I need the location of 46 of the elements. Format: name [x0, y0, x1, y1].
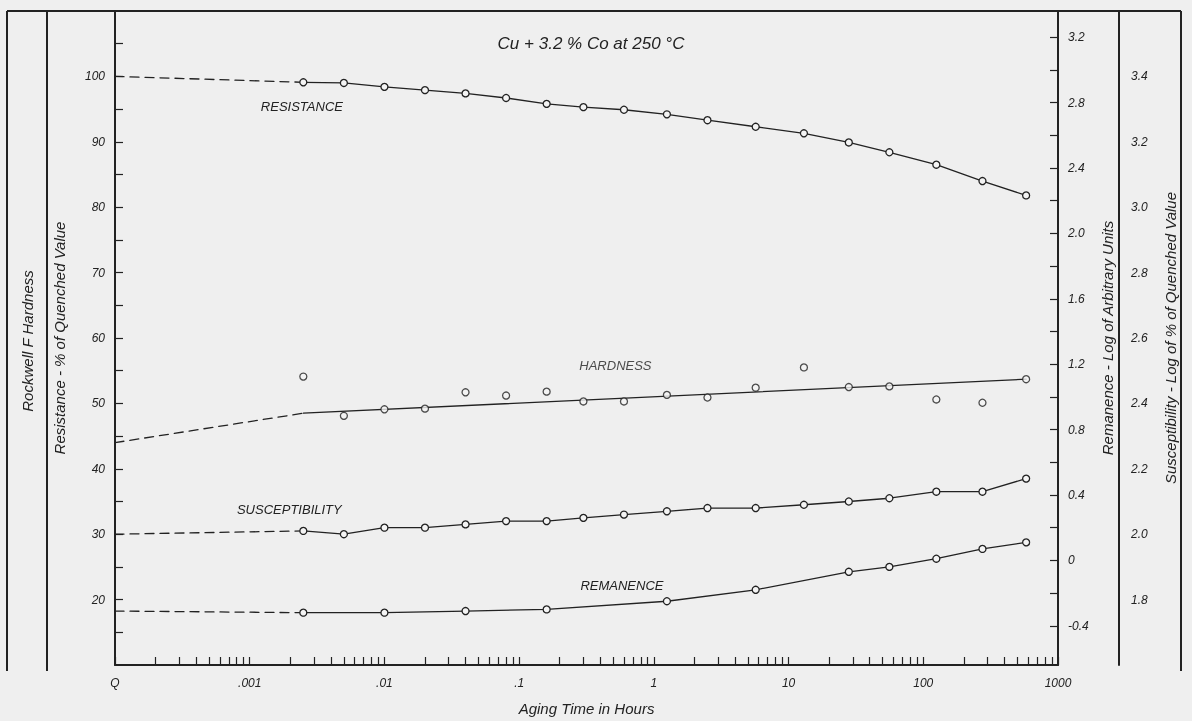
y3-tick-label: 1.8	[1131, 592, 1149, 607]
series-label: HARDNESS	[579, 358, 652, 374]
y2-tick-label: 2.4	[1067, 160, 1086, 175]
x-tick-label: Q	[110, 676, 120, 690]
y3-tick-label: 3.4	[1131, 69, 1149, 84]
y-tick-label: 50	[91, 396, 106, 411]
y2-tick-label: 1.2	[1068, 357, 1086, 372]
text: Cu + 3.2 % Co at 250 °C	[497, 34, 686, 53]
y-tick-label: 90	[91, 134, 106, 149]
y-tick-label: 20	[90, 592, 106, 607]
x-tick-label: 1	[650, 676, 658, 690]
x-axis-title: Aging Time in Hours	[517, 700, 655, 717]
y2-tick-label: 2.8	[1067, 95, 1086, 110]
y-tick-label: 60	[91, 331, 106, 345]
y3-axis-title: Susceptibility - Log of % of Quenched Value	[1162, 191, 1179, 485]
y-tick-label: 70	[91, 265, 106, 280]
x-tick-label: 1000	[1044, 676, 1072, 690]
x-tick-label: .001	[238, 676, 262, 690]
y3-tick-label: 3.2	[1131, 134, 1149, 149]
y3-tick-label: 2.4	[1130, 396, 1149, 411]
y2-tick-label: 0	[1068, 553, 1075, 568]
y-tick-label: 40	[91, 461, 106, 476]
y2-tick-label: 2.0	[1067, 226, 1086, 241]
y3-tick-label: 3.0	[1131, 200, 1149, 215]
y-tick-label: 80	[91, 200, 106, 215]
x-tick-label: .01	[376, 676, 393, 690]
y2-tick-label: -0.4	[1068, 618, 1089, 633]
y2-axis-title: Remanence - Log of Arbitrary Units	[1099, 220, 1116, 456]
y-axis-title: Resistance - % of Quenched Value	[51, 221, 68, 455]
y3-tick-label: 2.2	[1130, 461, 1149, 476]
text: Rockwell F Hardness	[18, 269, 36, 412]
y-tick-label: 100	[84, 69, 106, 84]
x-tick-label: 100	[913, 676, 934, 690]
y3-tick-label: 2.0	[1130, 527, 1149, 542]
y-tick-label: 30	[91, 527, 106, 542]
x-tick-label: 10	[781, 676, 796, 690]
series-label: REMANENCE	[580, 578, 664, 594]
y3-tick-label: 2.6	[1130, 331, 1149, 345]
y3-tick-label: 2.8	[1130, 265, 1149, 280]
x-tick-label: .1	[514, 676, 525, 690]
y2-tick-label: 1.6	[1068, 291, 1086, 306]
y2-tick-label: 3.2	[1068, 30, 1086, 45]
series-label: SUSCEPTIBILITY	[236, 501, 344, 517]
series-label: RESISTANCE	[260, 99, 344, 115]
y2-tick-label: 0.8	[1068, 422, 1086, 437]
y2-tick-label: 0.4	[1068, 487, 1086, 502]
